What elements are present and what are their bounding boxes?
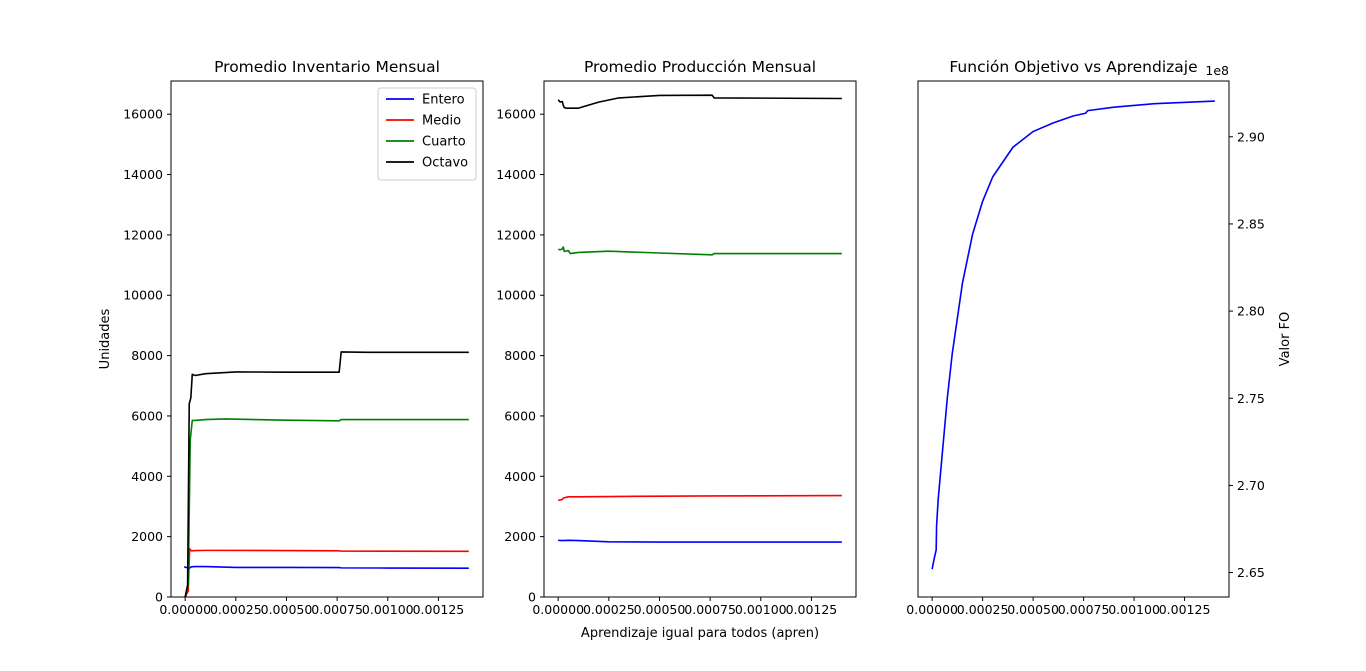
y-tick-label: 4000 (131, 469, 163, 484)
series-line-octavo (184, 351, 469, 597)
chart-title: Función Objetivo vs Aprendizaje (949, 58, 1197, 76)
chart-panel-2: 0.000000.000250.000500.000750.001000.001… (496, 58, 857, 641)
series-line-1 (558, 494, 842, 502)
x-tick-label: 0.00075 (684, 602, 736, 617)
series-line-medio (184, 547, 469, 597)
series-group (557, 94, 842, 543)
legend-frame (377, 87, 477, 181)
x-tick-label: 0.00050 (1007, 602, 1059, 617)
y-tick-label: 6000 (131, 408, 163, 423)
legend-label-cuarto: Cuarto (422, 135, 466, 150)
y-tick-label: 2.75 (1237, 391, 1265, 406)
series-line-0 (931, 100, 1215, 570)
chart-title: Promedio Producción Mensual (584, 58, 816, 76)
y-tick-label: 0 (155, 590, 163, 605)
plot-frame (917, 80, 1230, 598)
x-tick-label: 0.00100 (735, 602, 787, 617)
plot-frame (170, 80, 484, 598)
x-tick-label: 0.00125 (1159, 602, 1211, 617)
y-tick-label: 8000 (131, 348, 163, 363)
x-tick-label: 0.00000 (532, 602, 584, 617)
series-line-entero (183, 565, 469, 570)
y-tick-label: 2.85 (1237, 216, 1265, 231)
y-axis-label: Unidades (98, 308, 113, 369)
series-group (931, 100, 1215, 570)
y-tick-label: 4000 (504, 469, 536, 484)
series-line-2 (558, 246, 842, 256)
x-tick-label: 0.00100 (1108, 602, 1160, 617)
y-tick-label: 2000 (131, 529, 163, 544)
y-tick-label: 10000 (123, 288, 163, 303)
y-tick-label: 16000 (496, 107, 536, 122)
chart-panel-1: 0.000000.000250.000500.000750.001000.001… (98, 58, 484, 617)
y-tick-label: 8000 (504, 348, 536, 363)
y-axis-label: Valor FO (1278, 312, 1293, 367)
y-tick-label: 12000 (496, 227, 536, 242)
series-line-0 (558, 539, 842, 543)
x-tick-label: 0.00025 (210, 602, 262, 617)
y-offset-label: 1e8 (1205, 63, 1229, 78)
x-tick-label: 0.00025 (583, 602, 635, 617)
legend-label-entero: Entero (422, 93, 465, 108)
y-tick-label: 14000 (123, 167, 163, 182)
x-tick-label: 0.00050 (634, 602, 686, 617)
y-tick-label: 12000 (123, 227, 163, 242)
series-group (183, 351, 469, 597)
legend-label-octavo: Octavo (422, 156, 468, 171)
y-tick-label: 2.65 (1237, 565, 1265, 580)
x-tick-label: 0.00075 (311, 602, 363, 617)
y-tick-label: 10000 (496, 288, 536, 303)
series-line-3 (557, 94, 842, 109)
series-line-cuarto (184, 418, 469, 597)
legend: Entero Medio Cuarto Octavo (377, 87, 477, 181)
chart-title: Promedio Inventario Mensual (214, 58, 440, 76)
chart-panel-3: 0.000000.000250.000500.000750.001000.001… (906, 58, 1293, 617)
y-tick-label: 2.80 (1237, 304, 1265, 319)
x-tick-label: 0.00000 (906, 602, 958, 617)
y-tick-label: 2.70 (1237, 478, 1265, 493)
x-tick-label: 0.00100 (362, 602, 414, 617)
x-axis-label: Aprendizaje igual para todos (apren) (581, 626, 819, 641)
y-tick-label: 2000 (504, 529, 536, 544)
y-tick-label: 16000 (123, 107, 163, 122)
x-tick-label: 0.00125 (786, 602, 838, 617)
plot-frame (543, 80, 857, 598)
legend-label-medio: Medio (422, 114, 461, 129)
y-tick-label: 0 (528, 590, 536, 605)
x-tick-label: 0.00000 (159, 602, 211, 617)
x-tick-label: 0.00075 (1058, 602, 1110, 617)
y-tick-label: 2.90 (1237, 129, 1265, 144)
y-tick-label: 6000 (504, 408, 536, 423)
x-tick-label: 0.00125 (413, 602, 465, 617)
y-tick-label: 14000 (496, 167, 536, 182)
x-tick-label: 0.00025 (957, 602, 1009, 617)
x-tick-label: 0.00050 (261, 602, 313, 617)
